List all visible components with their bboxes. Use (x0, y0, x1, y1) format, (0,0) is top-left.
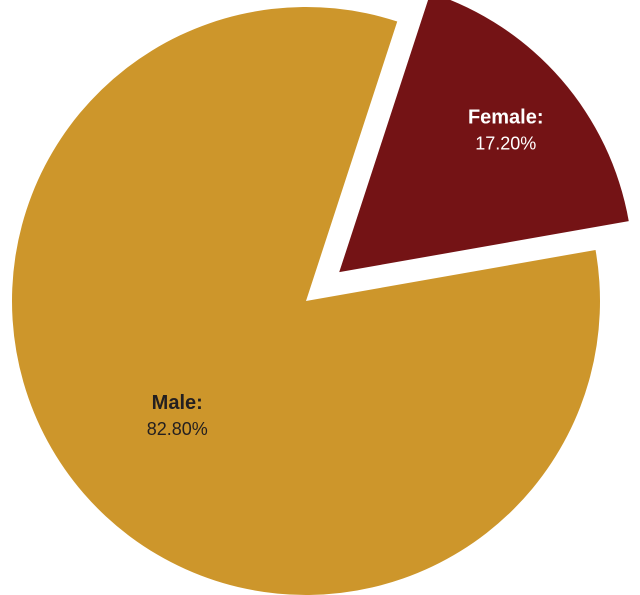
slice-label-female: Female: (468, 107, 544, 129)
slice-label-male: Male: (152, 392, 203, 414)
slice-value-male: 82.80% (147, 419, 208, 439)
pie-slice-male (12, 7, 600, 595)
slice-value-female: 17.20% (475, 134, 536, 154)
pie-slice-female (339, 0, 629, 273)
